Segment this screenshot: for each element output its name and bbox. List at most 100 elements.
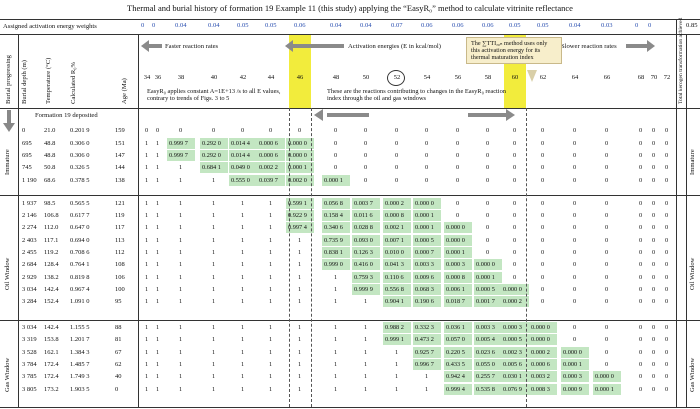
transformation-cell: 0.000 0 xyxy=(595,373,614,380)
transformation-cell: 1 xyxy=(212,286,216,293)
transformation-cell: 0.014 4 xyxy=(231,152,250,159)
transformation-cell: 1 xyxy=(298,324,302,331)
depth-value: 745 xyxy=(22,164,32,171)
transformation-cell: 0.996 7 xyxy=(415,361,434,368)
transition-highlight xyxy=(593,384,621,395)
energy-value: 60 xyxy=(511,74,519,81)
weight-value: 0.85 xyxy=(686,22,698,29)
transformation-cell: 1 xyxy=(241,361,245,368)
depth-value: 1 937 xyxy=(22,200,37,207)
ro-value: 0.306 0 xyxy=(70,140,90,147)
weight-value: 0.04 xyxy=(330,22,342,29)
transition-highlight xyxy=(444,259,472,270)
depth-value: 3 805 xyxy=(22,386,37,393)
transformation-cell: 1 xyxy=(269,349,273,356)
transformation-cell: 0.000 6 xyxy=(531,361,550,368)
note-easyro: EasyR₀ applies constant A=1E+13 /s to al… xyxy=(147,88,281,103)
transformation-cell: 0.292 0 xyxy=(202,152,221,159)
transformation-cell: 0 xyxy=(573,237,577,244)
weight-value: 0.04 xyxy=(569,22,581,29)
transformation-cell: 0.000 3 xyxy=(503,324,522,331)
temp-value: 112.0 xyxy=(44,224,59,231)
transformation-cell: 0 xyxy=(541,200,545,207)
transformation-cell: 1 xyxy=(298,361,302,368)
transformation-cell: 0 xyxy=(513,237,517,244)
transition-highlight xyxy=(474,371,502,382)
col-depth: Burial depth (m) xyxy=(21,60,28,104)
transformation-cell: 1 xyxy=(298,249,302,256)
transformation-cell: 0 xyxy=(605,237,609,244)
transformation-cell: 0.030 1 xyxy=(503,373,522,380)
transformation-cell: 0 xyxy=(513,261,517,268)
transformation-cell: 1 xyxy=(212,373,216,380)
transformation-cell: 1 xyxy=(241,237,245,244)
transformation-cell: 0.014 4 xyxy=(231,140,250,147)
transformation-cell: 0 xyxy=(541,237,545,244)
transformation-cell: 0.000 0 xyxy=(288,140,307,147)
transformation-cell: 0.759 3 xyxy=(354,274,373,281)
transition-highlight xyxy=(501,322,529,333)
transformation-cell: 0.023 6 xyxy=(476,349,495,356)
transition-highlight xyxy=(474,284,502,295)
transition-highlight xyxy=(383,247,411,258)
transformation-cell: 1 xyxy=(145,140,149,147)
transition-highlight xyxy=(286,138,314,149)
transformation-cell: 0 xyxy=(605,200,609,207)
transformation-cell: 0.003 2 xyxy=(531,373,550,380)
transformation-cell: 1 xyxy=(298,286,302,293)
transformation-cell: 0.000 3 xyxy=(446,261,465,268)
weight-value: 0.06 xyxy=(294,22,306,29)
transformation-cell: 0 xyxy=(665,373,669,380)
transformation-cell: 1 xyxy=(334,298,338,305)
transformation-cell: 0 xyxy=(486,164,490,171)
transformation-cell: 0.000 0 xyxy=(415,200,434,207)
transformation-cell: 0 xyxy=(652,177,656,184)
transformation-cell: 1 xyxy=(364,361,368,368)
transformation-cell: 0 xyxy=(541,286,545,293)
temp-value: 152.4 xyxy=(44,298,59,305)
transition-highlight xyxy=(561,347,589,358)
weight-value: 0.04 xyxy=(360,22,372,29)
transformation-cell: 0 xyxy=(665,200,669,207)
transformation-cell: 0 xyxy=(639,298,643,305)
ro-value: 1.091 0 xyxy=(70,298,90,305)
transition-highlight xyxy=(229,150,257,161)
transformation-cell: 1 xyxy=(212,298,216,305)
temp-value: 48.8 xyxy=(44,152,56,159)
transformation-cell: 0 xyxy=(605,164,609,171)
transformation-cell: 0 xyxy=(395,152,399,159)
energy-value: 50 xyxy=(362,74,370,81)
transformation-cell: 0 xyxy=(573,274,577,281)
energy-value: 40 xyxy=(210,74,218,81)
transition-highlight xyxy=(413,235,441,246)
transformation-cell: 1 xyxy=(269,274,273,281)
transformation-cell: 0 xyxy=(395,177,399,184)
transformation-cell: 0.002 3 xyxy=(503,349,522,356)
temp-value: 48.8 xyxy=(44,140,56,147)
transformation-cell: 0.009 6 xyxy=(415,274,434,281)
transformation-cell: 0 xyxy=(513,177,517,184)
weight-value: 0.06 xyxy=(452,22,464,29)
transformation-cell: 0 xyxy=(639,177,643,184)
transformation-cell: 0 xyxy=(665,164,669,171)
transformation-cell: 0 xyxy=(665,152,669,159)
transition-highlight xyxy=(474,322,502,333)
depth-value: 695 xyxy=(22,152,32,159)
zone-right-immature: Immature xyxy=(689,149,696,175)
activation-label: Activation energies (E in kcal/mol) xyxy=(348,43,441,50)
transformation-cell: 0 xyxy=(665,140,669,147)
transformation-cell: 0 xyxy=(456,212,460,219)
transformation-cell: 0 xyxy=(665,336,669,343)
transformation-cell: 1 xyxy=(145,261,149,268)
weight-value: 0 xyxy=(648,22,652,29)
transition-highlight xyxy=(501,347,529,358)
transformation-cell: 0 xyxy=(573,249,577,256)
transformation-cell: 1 xyxy=(364,349,368,356)
transformation-cell: 1 xyxy=(145,286,149,293)
transformation-cell: 0 xyxy=(652,274,656,281)
transition-highlight xyxy=(444,284,472,295)
faster-label: Faster reaction rates xyxy=(165,43,219,50)
transition-highlight xyxy=(529,371,557,382)
transformation-cell: 1 xyxy=(395,386,399,393)
energy-value: 70 xyxy=(650,74,658,81)
